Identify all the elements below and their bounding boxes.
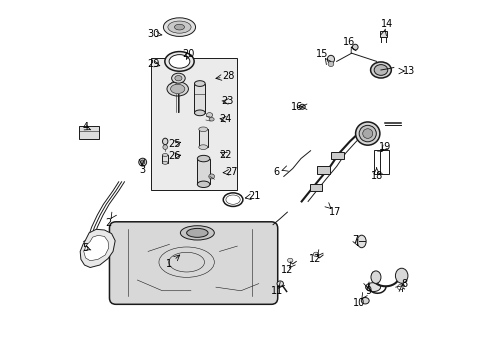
Bar	[151, 58, 236, 190]
Ellipse shape	[139, 158, 146, 166]
Ellipse shape	[166, 82, 188, 96]
Text: 24: 24	[219, 114, 232, 124]
Ellipse shape	[167, 21, 191, 33]
Ellipse shape	[313, 252, 318, 256]
Ellipse shape	[164, 51, 194, 71]
Ellipse shape	[373, 64, 387, 75]
Ellipse shape	[197, 156, 209, 162]
Text: 15: 15	[316, 49, 328, 59]
Ellipse shape	[174, 24, 184, 30]
Ellipse shape	[162, 138, 167, 145]
Ellipse shape	[352, 44, 357, 50]
Polygon shape	[80, 229, 115, 267]
Text: 11: 11	[270, 286, 282, 296]
Text: 18: 18	[370, 171, 382, 181]
Ellipse shape	[287, 258, 292, 262]
Polygon shape	[83, 235, 108, 261]
Text: 16: 16	[291, 102, 303, 112]
Bar	[198, 129, 207, 147]
Ellipse shape	[162, 161, 168, 164]
Ellipse shape	[186, 228, 207, 237]
Text: 27: 27	[225, 167, 238, 177]
Text: 30: 30	[147, 28, 159, 39]
Ellipse shape	[180, 226, 214, 240]
Ellipse shape	[163, 18, 195, 36]
Text: 22: 22	[219, 150, 232, 160]
FancyBboxPatch shape	[109, 222, 277, 304]
Ellipse shape	[171, 73, 185, 83]
Bar	[80, 126, 99, 139]
Ellipse shape	[358, 125, 376, 142]
Ellipse shape	[299, 104, 305, 109]
Ellipse shape	[370, 271, 380, 283]
Ellipse shape	[362, 129, 372, 138]
Text: 29: 29	[147, 59, 159, 69]
Ellipse shape	[169, 55, 189, 68]
Ellipse shape	[370, 62, 390, 78]
Text: 23: 23	[221, 96, 233, 107]
Text: 20: 20	[182, 49, 194, 59]
Ellipse shape	[194, 110, 205, 116]
Ellipse shape	[209, 117, 214, 121]
Ellipse shape	[356, 235, 366, 248]
Text: 7: 7	[351, 235, 358, 245]
Ellipse shape	[163, 145, 167, 149]
Text: 13: 13	[402, 66, 414, 76]
Bar	[309, 184, 322, 191]
Ellipse shape	[327, 61, 333, 67]
Ellipse shape	[365, 283, 380, 292]
Text: 6: 6	[273, 167, 279, 177]
Text: 4: 4	[82, 122, 88, 132]
Ellipse shape	[198, 145, 207, 149]
Text: 28: 28	[222, 71, 234, 81]
Text: 21: 21	[248, 191, 260, 201]
Text: 12: 12	[281, 265, 293, 275]
Text: 8: 8	[401, 279, 407, 289]
Text: 26: 26	[168, 151, 181, 161]
Ellipse shape	[361, 297, 368, 304]
Text: 3: 3	[139, 165, 145, 175]
Bar	[379, 31, 386, 37]
Text: 16: 16	[343, 37, 355, 48]
Ellipse shape	[162, 154, 168, 157]
Ellipse shape	[206, 113, 212, 117]
Bar	[316, 166, 329, 174]
Ellipse shape	[170, 84, 184, 94]
Text: 10: 10	[352, 298, 364, 308]
Bar	[197, 158, 209, 184]
Ellipse shape	[223, 193, 243, 206]
Bar	[330, 152, 343, 159]
Text: 14: 14	[380, 18, 392, 28]
Text: 19: 19	[378, 142, 390, 152]
Ellipse shape	[326, 55, 334, 63]
Ellipse shape	[197, 181, 209, 188]
Text: 2: 2	[105, 218, 111, 228]
Ellipse shape	[198, 127, 207, 132]
Text: 25: 25	[168, 139, 181, 149]
Bar	[373, 150, 388, 174]
Text: 1: 1	[166, 259, 172, 269]
Text: 5: 5	[82, 243, 88, 253]
Ellipse shape	[355, 122, 379, 145]
Ellipse shape	[140, 160, 144, 164]
Ellipse shape	[397, 284, 402, 290]
Ellipse shape	[208, 174, 214, 179]
Text: 17: 17	[328, 207, 340, 217]
Text: 9: 9	[365, 286, 371, 296]
Ellipse shape	[395, 268, 407, 283]
Ellipse shape	[194, 81, 205, 86]
Ellipse shape	[175, 76, 182, 81]
Ellipse shape	[225, 195, 240, 204]
Bar	[194, 84, 205, 113]
Ellipse shape	[276, 281, 283, 286]
Text: 12: 12	[308, 253, 321, 264]
Bar	[162, 155, 168, 163]
